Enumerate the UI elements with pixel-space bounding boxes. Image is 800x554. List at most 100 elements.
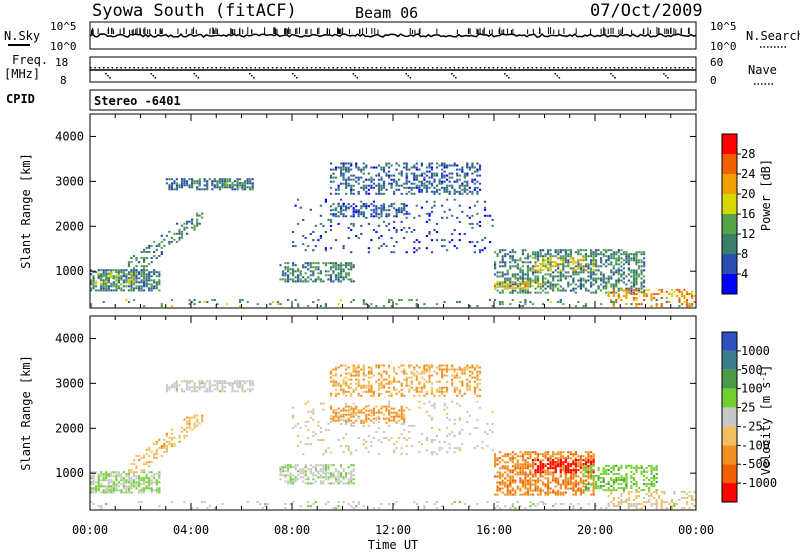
nave-dip-point — [195, 75, 197, 77]
range-gate-cell — [367, 370, 370, 373]
range-gate-cell — [408, 180, 411, 183]
range-gate-cell — [605, 255, 608, 258]
range-gate-cell — [590, 251, 593, 254]
range-gate-cell — [140, 477, 143, 480]
range-gate-cell — [471, 214, 474, 217]
range-gate-cell — [329, 276, 333, 279]
range-gate-cell — [390, 203, 393, 206]
range-gate-cell — [559, 451, 562, 454]
range-gate-cell — [622, 259, 625, 262]
range-gate-cell — [312, 280, 315, 283]
range-gate-cell — [418, 188, 421, 191]
range-gate-cell — [554, 263, 557, 266]
range-gate-cell — [552, 283, 555, 286]
range-gate-cell — [559, 493, 562, 496]
range-gate-cell — [130, 483, 133, 486]
range-gate-cell — [476, 241, 479, 244]
range-gate-cell — [499, 451, 502, 454]
range-gate-cell — [567, 455, 570, 458]
range-gate-cell — [572, 277, 575, 280]
range-gate-cell — [415, 364, 418, 367]
range-gate-cell — [590, 463, 593, 466]
range-gate-cell — [302, 480, 305, 483]
range-gate-cell — [521, 265, 524, 268]
range-gate-cell — [453, 190, 456, 193]
range-gate-cell — [287, 466, 290, 469]
range-gate-cell — [547, 453, 550, 456]
range-gate-cell — [572, 267, 575, 270]
range-gate-cell — [521, 291, 524, 294]
range-gate-cell — [138, 459, 141, 461]
range-gate-cell — [143, 455, 146, 457]
range-gate-cell — [284, 266, 287, 269]
range-gate-cell — [559, 271, 562, 274]
range-gate-cell — [334, 411, 338, 414]
range-gate-cell — [150, 279, 153, 282]
range-gate-cell — [319, 204, 322, 207]
freq-point — [570, 67, 572, 69]
range-gate-cell — [395, 182, 398, 185]
range-gate-cell — [549, 281, 552, 284]
range-gate-cell — [448, 443, 451, 446]
range-gate-cell — [559, 273, 562, 276]
range-gate-cell — [433, 451, 436, 454]
range-gate-cell — [329, 205, 333, 208]
range-gate-cell — [375, 305, 378, 308]
range-gate-cell — [577, 251, 580, 254]
range-gate-cell — [488, 241, 492, 244]
range-gate-cell — [643, 285, 646, 288]
range-gate-cell — [400, 447, 403, 450]
range-gate-cell — [643, 279, 646, 282]
range-gate-cell — [625, 483, 628, 486]
range-gate-cell — [582, 279, 585, 282]
range-gate-cell — [100, 289, 103, 292]
range-gate-cell — [393, 190, 396, 193]
range-gate-cell — [501, 281, 504, 284]
range-gate-cell — [211, 180, 214, 183]
range-gate-cell — [476, 180, 479, 183]
range-gate-cell — [334, 478, 338, 481]
ytick-label: 3000 — [55, 174, 84, 188]
range-gate-cell — [355, 366, 358, 369]
range-gate-cell — [587, 475, 590, 478]
range-gate-cell — [443, 180, 446, 183]
range-gate-cell — [579, 283, 582, 286]
range-gate-cell — [456, 190, 459, 193]
range-gate-cell — [390, 437, 393, 439]
range-gate-cell — [388, 166, 391, 169]
range-gate-cell — [630, 291, 633, 294]
range-gate-cell — [504, 263, 507, 266]
range-gate-cell — [478, 251, 482, 254]
range-gate-cell — [625, 487, 628, 490]
range-gate-cell — [516, 461, 519, 464]
freq-point — [470, 67, 473, 69]
range-gate-cell — [622, 263, 625, 266]
range-gate-cell — [367, 251, 370, 254]
range-gate-cell — [501, 491, 504, 494]
range-gate-cell — [382, 203, 386, 206]
range-gate-cell — [203, 180, 206, 183]
range-gate-cell — [471, 172, 474, 175]
range-gate-cell — [443, 174, 446, 177]
range-gate-cell — [329, 370, 333, 373]
freq-point — [661, 67, 663, 69]
range-gate-cell — [408, 226, 411, 229]
range-gate-cell — [322, 464, 325, 467]
range-gate-cell — [365, 192, 368, 195]
range-gate-cell — [138, 481, 141, 484]
range-gate-cell — [145, 481, 148, 484]
range-gate-cell — [534, 475, 537, 478]
range-gate-cell — [367, 386, 370, 389]
range-gate-cell — [158, 275, 161, 278]
range-gate-cell — [216, 180, 219, 183]
range-gate-cell — [150, 491, 153, 494]
range-gate-cell — [307, 437, 310, 439]
range-gate-cell — [375, 174, 378, 177]
nave-dip-point — [554, 73, 557, 75]
range-gate-cell — [413, 368, 416, 371]
range-gate-cell — [476, 394, 479, 397]
range-gate-cell — [458, 392, 461, 395]
range-gate-cell — [622, 487, 625, 490]
range-gate-cell — [438, 380, 441, 383]
range-gate-cell — [632, 269, 636, 272]
